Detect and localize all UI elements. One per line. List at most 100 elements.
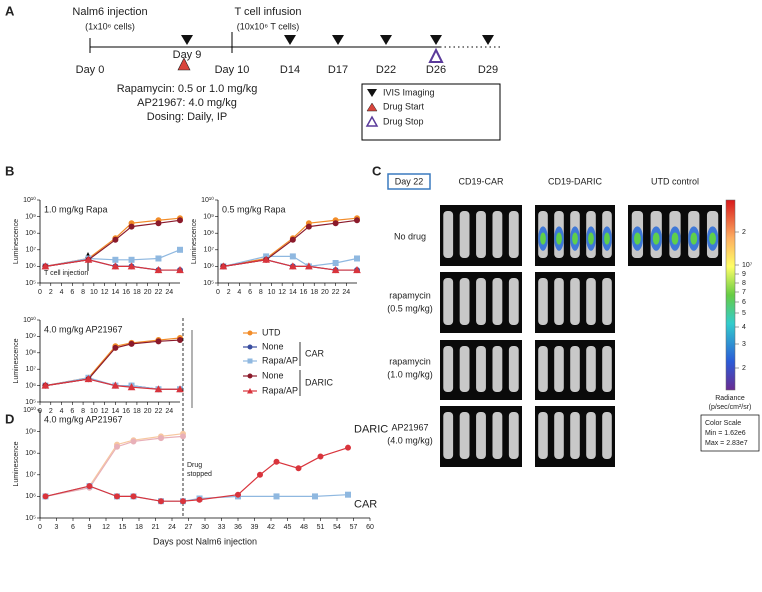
color-bar-label: 2 xyxy=(742,229,746,236)
marker xyxy=(155,338,162,345)
day-box xyxy=(387,173,431,190)
x-tick-label: 0 xyxy=(38,524,42,531)
x-tick-label: 16 xyxy=(122,408,130,415)
imaging-marker xyxy=(430,35,442,45)
y-tick-label: 10⁷ xyxy=(26,366,37,373)
marker xyxy=(345,491,351,498)
marker xyxy=(295,465,302,472)
marker xyxy=(154,266,163,274)
color-scale-text: Max = 2.83e7 xyxy=(705,440,748,447)
x-tick-label: 22 xyxy=(155,289,163,296)
x-tick-label: 4 xyxy=(237,289,241,296)
chart-title: 4.0 mg/kg AP21967 xyxy=(44,324,123,334)
injection-label: Nalm6 injection xyxy=(72,6,147,18)
panel-label: A xyxy=(5,3,15,18)
x-tick-label: 30 xyxy=(201,524,209,531)
signal xyxy=(652,232,660,245)
x-tick-label: 6 xyxy=(70,289,74,296)
legend-marker xyxy=(247,344,253,350)
x-tick-label: 6 xyxy=(70,408,74,415)
marker xyxy=(127,262,136,270)
y-tick-label: 10⁵ xyxy=(25,280,36,287)
color-bar-label: 8 xyxy=(742,280,746,287)
signal xyxy=(588,232,594,245)
marker xyxy=(289,236,296,243)
day-label: Day 22 xyxy=(395,176,424,186)
marker xyxy=(154,385,163,393)
x-tick-label: 45 xyxy=(284,524,292,531)
row-label: (4.0 mg/kg) xyxy=(387,435,433,445)
marker xyxy=(317,453,324,460)
y-tick-label: 10¹⁰ xyxy=(23,316,36,324)
mouse xyxy=(443,412,454,459)
mouse xyxy=(570,346,580,392)
color-scale-text: Color Scale xyxy=(705,420,741,427)
color-scale-text: Min = 1.62e6 xyxy=(705,430,746,437)
x-tick-label: 21 xyxy=(152,524,160,531)
annotation: T cell injection xyxy=(44,270,88,277)
y-tick-label: 10⁸ xyxy=(25,230,36,237)
marker xyxy=(86,483,93,490)
y-tick-label: 10⁷ xyxy=(26,247,37,254)
timepoint: D14 xyxy=(280,64,300,76)
x-tick-label: 24 xyxy=(165,408,173,415)
x-tick-label: 2 xyxy=(227,289,231,296)
y-tick-label: 10⁵ xyxy=(25,515,36,522)
chart-title: 0.5 mg/kg Rapa xyxy=(222,204,286,214)
mouse xyxy=(538,412,548,459)
y-tick-label: 10⁶ xyxy=(25,382,36,389)
x-tick-label: 16 xyxy=(122,289,130,296)
timepoint: D22 xyxy=(376,64,396,76)
mouse xyxy=(459,211,470,258)
legend-label: Drug Stop xyxy=(383,116,424,126)
color-bar-label: 3 xyxy=(742,341,746,348)
series-line xyxy=(223,217,358,267)
marker xyxy=(332,260,339,267)
imaging-markers xyxy=(181,35,494,45)
series-line xyxy=(45,249,181,267)
marker xyxy=(345,444,351,451)
infusion-dose: (10x10⁶ T cells) xyxy=(237,21,299,31)
mouse xyxy=(492,211,503,258)
x-tick-label: 51 xyxy=(317,524,325,531)
marker xyxy=(177,217,183,224)
series-label: DARIC xyxy=(354,424,388,436)
x-tick-label: 18 xyxy=(310,289,318,296)
x-tick-label: 20 xyxy=(321,289,329,296)
row-label: (1.0 mg/kg) xyxy=(387,369,433,379)
y-tick-label: 10¹⁰ xyxy=(201,196,214,204)
mouse xyxy=(492,278,503,325)
x-tick-label: 12 xyxy=(278,289,286,296)
marker xyxy=(158,498,164,505)
color-bar-label: 6 xyxy=(742,299,746,306)
mouse xyxy=(459,412,470,459)
mouse xyxy=(443,346,454,392)
mouse xyxy=(538,346,548,392)
x-tick-label: 18 xyxy=(133,408,141,415)
marker xyxy=(353,266,361,274)
marker xyxy=(128,340,135,347)
column-label: CD19-DARIC xyxy=(548,176,603,186)
annotation: stopped xyxy=(187,471,212,478)
series-line xyxy=(45,433,184,497)
timepoint: Day 9 xyxy=(173,49,202,61)
column-label: CD19-CAR xyxy=(458,176,504,186)
y-tick-label: 10⁶ xyxy=(203,263,214,270)
y-tick-label: 10⁸ xyxy=(203,230,214,237)
x-tick-label: 8 xyxy=(259,289,263,296)
row-label: No drug xyxy=(394,231,426,241)
x-tick-label: 60 xyxy=(366,524,374,531)
x-tick-label: 22 xyxy=(332,289,340,296)
y-tick-label: 10⁶ xyxy=(25,493,36,500)
signal xyxy=(709,232,716,245)
mouse xyxy=(602,412,612,459)
x-tick-label: 0 xyxy=(216,289,220,296)
marker xyxy=(305,223,312,230)
color-bar-label: 4 xyxy=(742,324,746,331)
marker xyxy=(42,493,49,500)
marker xyxy=(289,262,297,270)
marker xyxy=(235,491,241,498)
x-tick-label: 2 xyxy=(49,289,53,296)
x-tick-label: 12 xyxy=(101,408,109,415)
